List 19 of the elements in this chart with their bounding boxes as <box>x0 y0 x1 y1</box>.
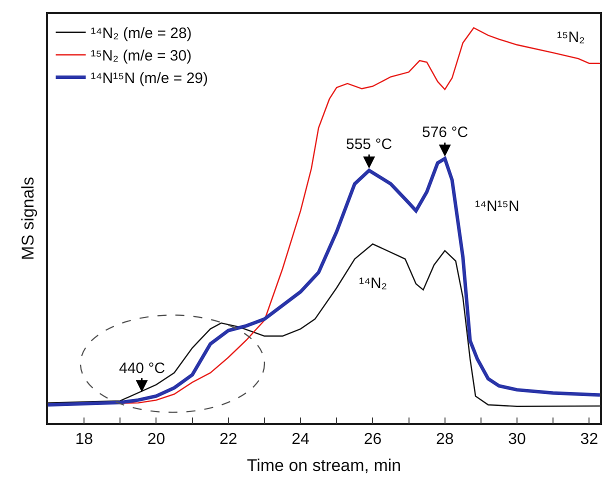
x-tick-label: 32 <box>580 430 598 448</box>
legend-label: ¹⁴N₂ (m/e = 28) <box>90 25 192 42</box>
x-tick-label: 26 <box>364 430 382 448</box>
y-axis-title: MS signals <box>18 176 38 260</box>
x-axis-title: Time on stream, min <box>246 456 402 475</box>
annotation: 555 °C <box>346 136 392 153</box>
x-tick-label: 24 <box>292 430 310 448</box>
annotation: ¹⁴N₂ <box>359 275 388 292</box>
annotation: ¹⁴N¹⁵N <box>475 198 520 215</box>
x-tick-label: 30 <box>508 430 526 448</box>
annotation: ¹⁵N₂ <box>557 29 586 46</box>
legend-label: ¹⁵N₂ (m/e = 30) <box>90 48 192 65</box>
x-tick-label: 28 <box>436 430 454 448</box>
x-tick-label: 22 <box>219 430 238 448</box>
x-tick-label: 18 <box>75 430 94 448</box>
x-tick-label: 20 <box>147 430 166 448</box>
annotation: 576 °C <box>422 124 468 141</box>
annotation: 440 °C <box>119 360 166 377</box>
legend-label: ¹⁴N¹⁵N (m/e = 29) <box>90 70 208 88</box>
